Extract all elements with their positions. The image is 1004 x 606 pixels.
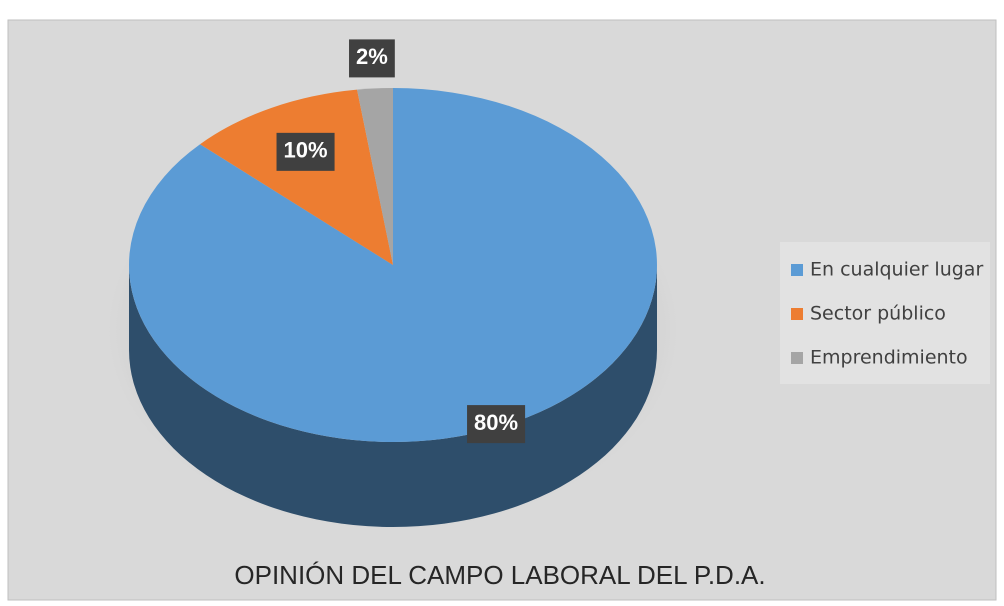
data-label: 2%: [356, 44, 388, 69]
legend: [780, 242, 990, 384]
chart-title: OPINIÓN DEL CAMPO LABORAL DEL P.D.A.: [234, 560, 765, 590]
pie-side: [129, 265, 657, 527]
data-label-box: [349, 39, 395, 78]
pie-slice: [200, 89, 393, 265]
data-label-box: [276, 132, 335, 171]
data-label-box: [467, 405, 526, 444]
legend-label: Sector público: [810, 303, 946, 325]
legend-label: Emprendimiento: [810, 347, 968, 369]
legend-label: En cualquier lugar: [810, 259, 983, 281]
pie-slice: [357, 88, 393, 265]
data-label: 10%: [284, 138, 328, 163]
legend-swatch: [791, 264, 803, 276]
pie: 80% 10% 2%: [129, 39, 658, 527]
legend-swatch: [791, 308, 803, 320]
legend-items: En cualquier lugar Sector público Emprendi…: [791, 259, 983, 369]
data-label: 80%: [474, 410, 518, 435]
legend-swatch: [791, 352, 803, 364]
